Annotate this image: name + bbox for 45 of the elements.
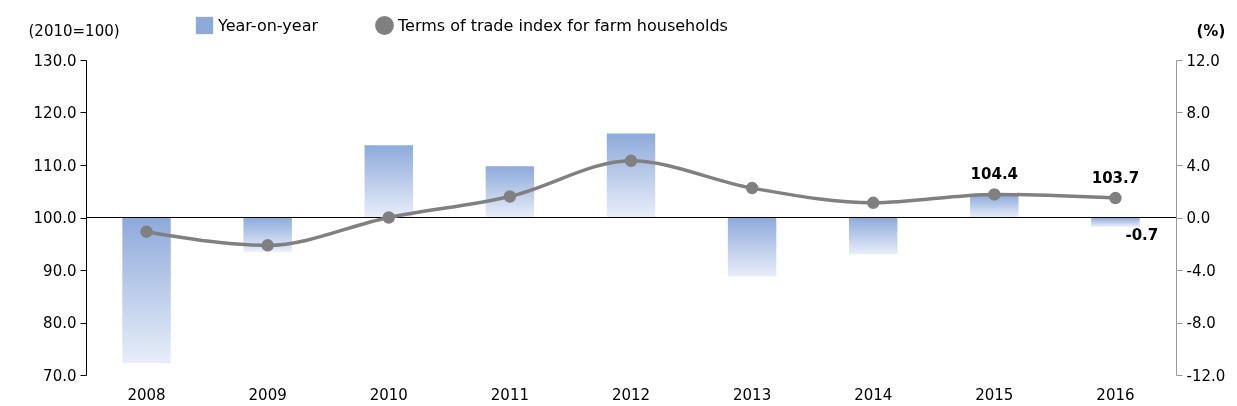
y2-tick-label: -4.0 (1186, 261, 1216, 280)
bar (606, 133, 656, 218)
y2-tick-label: 12.0 (1186, 51, 1220, 70)
x-tick-label: 2011 (490, 385, 529, 404)
point (382, 211, 396, 224)
bar (727, 217, 777, 277)
point (1109, 191, 1122, 205)
point (140, 225, 153, 238)
point (988, 188, 1001, 201)
y2-tick-label: 0.0 (1186, 209, 1211, 227)
bar (1091, 217, 1140, 227)
legend-label: Year-on-year (217, 15, 319, 35)
bar (849, 217, 898, 255)
point (745, 181, 759, 195)
bar (122, 217, 171, 364)
bar (970, 195, 1019, 218)
y2-axis-title: (%) (1196, 21, 1226, 40)
y2-tick-label: -12.0 (1186, 366, 1226, 385)
legend-label: Terms of trade index for farm households (397, 15, 728, 35)
y-tick-label: 70.0 (43, 366, 77, 385)
point (866, 196, 880, 210)
x-tick-label: 2009 (248, 385, 287, 404)
point (624, 154, 638, 168)
y-tick-label: 120.0 (33, 104, 77, 122)
x-tick-label: 2008 (127, 385, 166, 404)
y-tick-label: 130.0 (33, 51, 77, 70)
data-label: 103.7 (1091, 169, 1140, 188)
y2-tick-label: 8.0 (1186, 104, 1211, 122)
x-tick-label: 2015 (975, 385, 1014, 404)
y2-tick-label: 4.0 (1186, 156, 1211, 175)
x-tick-label: 2012 (611, 385, 651, 404)
data-label: -0.7 (1125, 225, 1159, 244)
data-label: 104.4 (970, 165, 1019, 184)
y-tick-label: 100.0 (33, 209, 77, 227)
bar (364, 145, 413, 218)
y-tick-label: 80.0 (43, 314, 77, 332)
x-tick-label: 2013 (733, 385, 772, 404)
x-tick-label: 2014 (854, 385, 893, 404)
y-tick-label: 90.0 (43, 261, 77, 280)
point (261, 239, 274, 252)
x-tick-label: 2010 (369, 385, 408, 404)
x-tick-label: 2016 (1096, 385, 1135, 404)
y-axis-title: (2010=100) (28, 21, 120, 40)
y-tick-label: 110.0 (33, 156, 77, 175)
y2-tick-label: -8.0 (1186, 314, 1216, 332)
